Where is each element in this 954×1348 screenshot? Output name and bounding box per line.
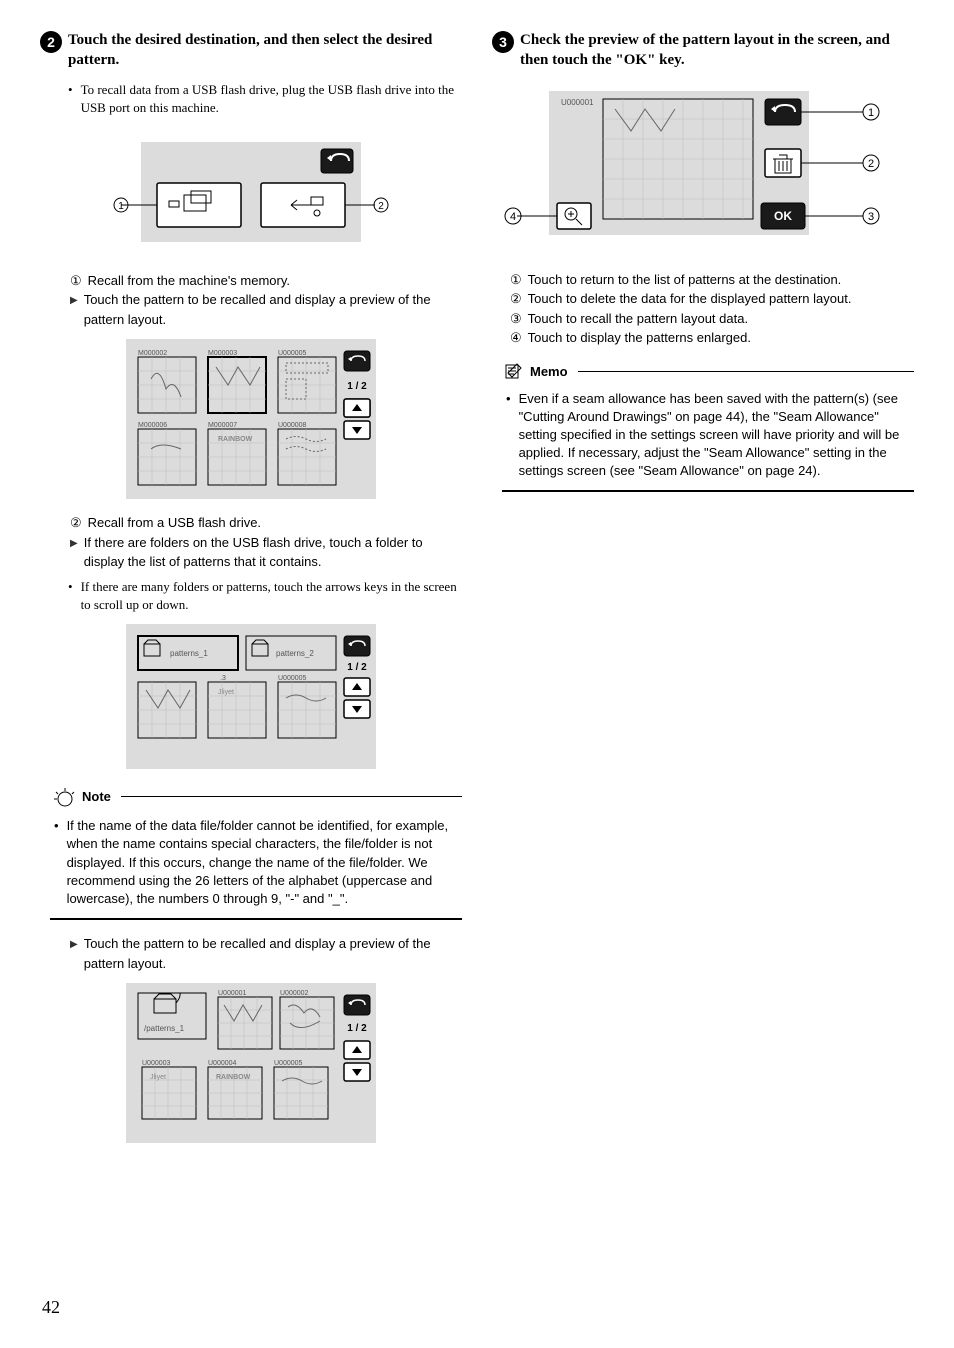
note-label: Note [82, 789, 111, 804]
memo-box: Memo Even if a seam allowance has been s… [502, 362, 914, 481]
svg-text:U000005: U000005 [278, 350, 307, 357]
svg-text:M000006: M000006 [138, 422, 167, 429]
legend-right: ① Touch to return to the list of patterns… [510, 270, 914, 348]
legend-text: Touch to return to the list of patterns … [528, 270, 842, 290]
legend-text: Touch to display the patterns enlarged. [528, 328, 751, 348]
rule-line [578, 371, 914, 372]
bullet-icon [68, 578, 73, 614]
page-number: 42 [42, 1297, 60, 1318]
svg-text:1 / 2: 1 / 2 [347, 1023, 367, 1034]
bullet-text: To recall data from a USB flash drive, p… [81, 81, 462, 117]
rule-line [121, 796, 462, 797]
step-3-badge: 3 [492, 31, 514, 53]
usb-instruction: To recall data from a USB flash drive, p… [68, 81, 462, 117]
triangle-icon [70, 290, 78, 329]
note-icon [50, 783, 76, 809]
legend-num: ① [510, 270, 522, 290]
legend-text: Recall from the machine's memory. [88, 271, 290, 291]
svg-text:1: 1 [868, 107, 874, 119]
memo-label: Memo [530, 364, 568, 379]
step-3-heading: 3 Check the preview of the pattern layou… [492, 30, 914, 71]
legend-num: ② [510, 289, 522, 309]
legend-text: Recall from a USB flash drive. [88, 513, 261, 533]
svg-text:M000003: M000003 [208, 350, 237, 357]
figure-usb-path-grid: /patterns_1 U000001 U000002 U000003 U000… [40, 983, 462, 1143]
memo-text: Even if a seam allowance has been saved … [519, 390, 914, 481]
step-2-badge: 2 [40, 31, 62, 53]
svg-text:patterns_1: patterns_1 [170, 649, 208, 658]
legend-num: ② [70, 513, 82, 533]
triangle-icon [70, 533, 78, 572]
memo-end-rule [502, 490, 914, 492]
legend-num: ① [70, 271, 82, 291]
legend-1: ① Recall from the machine's memory. Touch… [70, 271, 462, 330]
legend-2: ② Recall from a USB flash drive. If there… [70, 513, 462, 572]
svg-text:.3: .3 [220, 675, 226, 682]
svg-text:U000005: U000005 [274, 1060, 303, 1067]
bullet-icon [68, 81, 73, 117]
svg-text:U000008: U000008 [278, 422, 307, 429]
scroll-instruction: If there are many folders or patterns, t… [68, 578, 462, 614]
bullet-text: If there are many folders or patterns, t… [81, 578, 462, 614]
legend-text: Touch to recall the pattern layout data. [528, 309, 748, 329]
step-2-text: Touch the desired destination, and then … [68, 30, 462, 71]
after-note-tri: Touch the pattern to be recalled and dis… [70, 934, 462, 973]
svg-text:U000001: U000001 [218, 990, 247, 997]
svg-text:M000007: M000007 [208, 422, 237, 429]
svg-text:2: 2 [868, 158, 874, 170]
svg-text:/patterns_1: /patterns_1 [144, 1024, 185, 1033]
svg-text:3: 3 [868, 211, 874, 223]
svg-text:U000004: U000004 [208, 1060, 237, 1067]
svg-text:1 / 2: 1 / 2 [347, 381, 367, 392]
svg-text:2: 2 [378, 201, 384, 212]
svg-text:M000002: M000002 [138, 350, 167, 357]
svg-text:RAINBOW: RAINBOW [216, 1074, 251, 1081]
note-end-rule [50, 918, 462, 920]
svg-text:patterns_2: patterns_2 [276, 649, 314, 658]
figure-memory-grid: M000002 M000003 U000005 M000006 M000007 … [40, 339, 462, 499]
figure-usb-folders: patterns_1 patterns_2 .3 U000005 Jli [40, 624, 462, 769]
legend-text: Touch to delete the data for the display… [528, 289, 852, 309]
svg-text:1: 1 [118, 201, 124, 212]
bullet-icon [50, 817, 59, 908]
step-2-heading: 2 Touch the desired destination, and the… [40, 30, 462, 71]
svg-text:Jliyet: Jliyet [218, 689, 234, 696]
triangle-icon [70, 934, 78, 973]
svg-text:U000003: U000003 [142, 1060, 171, 1067]
figure-preview-ok: U000001 OK [492, 81, 914, 256]
svg-text:OK: OK [774, 209, 792, 223]
svg-text:U000005: U000005 [278, 675, 307, 682]
legend-num: ④ [510, 328, 522, 348]
legend-num: ③ [510, 309, 522, 329]
svg-text:U000002: U000002 [280, 990, 309, 997]
svg-text:4: 4 [510, 211, 516, 223]
figure-destination-select: 1 2 [40, 127, 462, 257]
legend-text: If there are folders on the USB flash dr… [84, 533, 462, 572]
bullet-icon [502, 390, 511, 481]
svg-text:1 / 2: 1 / 2 [347, 662, 367, 673]
svg-text:Jliyet: Jliyet [150, 1074, 166, 1081]
svg-text:U000001: U000001 [561, 98, 594, 107]
note-box: Note If the name of the data file/folder… [50, 783, 462, 908]
memo-icon [502, 362, 524, 382]
note-text: If the name of the data file/folder cann… [67, 817, 462, 908]
legend-text: Touch the pattern to be recalled and dis… [84, 934, 462, 973]
svg-text:RAINBOW: RAINBOW [218, 436, 253, 443]
legend-text: Touch the pattern to be recalled and dis… [84, 290, 462, 329]
step-3-text: Check the preview of the pattern layout … [520, 30, 914, 71]
